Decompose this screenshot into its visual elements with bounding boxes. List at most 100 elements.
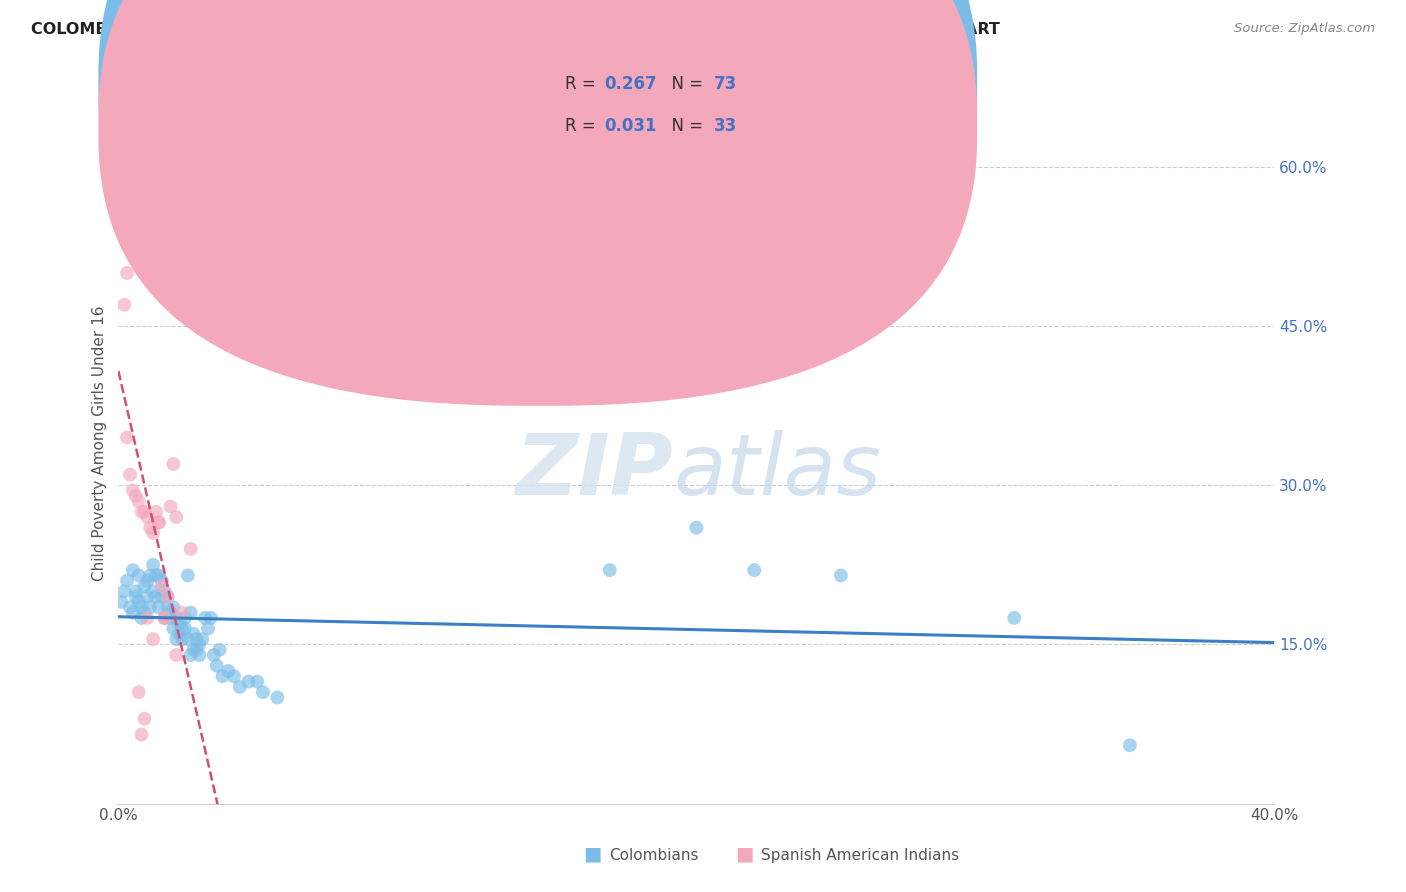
Y-axis label: Child Poverty Among Girls Under 16: Child Poverty Among Girls Under 16: [93, 305, 107, 581]
Point: [134, 505, 156, 519]
Point: [685, 521, 707, 535]
Text: N =: N =: [661, 75, 709, 93]
Point: [156, 600, 179, 615]
Point: [202, 648, 225, 662]
Point: [246, 674, 269, 689]
Point: [122, 563, 145, 577]
Point: [186, 632, 208, 646]
Point: [830, 568, 852, 582]
Point: [112, 192, 135, 206]
Point: [150, 590, 173, 604]
Point: [118, 600, 141, 615]
Point: [174, 622, 197, 636]
Point: [148, 516, 170, 530]
Point: [115, 430, 138, 444]
Text: Spanish American Indians: Spanish American Indians: [761, 848, 959, 863]
Text: R =: R =: [565, 117, 602, 135]
Point: [200, 611, 222, 625]
Point: [110, 595, 132, 609]
Text: N =: N =: [661, 117, 709, 135]
Point: [122, 606, 145, 620]
Point: [165, 611, 187, 625]
Point: [159, 500, 181, 514]
Point: [205, 658, 228, 673]
Point: [125, 590, 148, 604]
Point: [170, 622, 193, 636]
Point: [134, 579, 156, 593]
Text: R =: R =: [565, 75, 602, 93]
Point: [238, 674, 260, 689]
Point: [148, 568, 170, 582]
Point: [153, 611, 176, 625]
Point: [167, 627, 190, 641]
Point: [177, 632, 200, 646]
Point: [115, 574, 138, 588]
Point: [159, 606, 181, 620]
Point: [177, 568, 200, 582]
Point: [131, 611, 153, 625]
Point: [153, 611, 176, 625]
Point: [142, 526, 165, 541]
Point: [136, 574, 159, 588]
Point: [170, 632, 193, 646]
Point: [217, 664, 239, 678]
Point: [125, 489, 148, 503]
Text: Source: ZipAtlas.com: Source: ZipAtlas.com: [1234, 22, 1375, 36]
Point: [122, 483, 145, 498]
Point: [165, 648, 187, 662]
Point: [115, 266, 138, 280]
Point: [211, 669, 233, 683]
Point: [118, 467, 141, 482]
Text: 73: 73: [714, 75, 738, 93]
Point: [208, 642, 231, 657]
Point: [174, 611, 197, 625]
Point: [139, 568, 162, 582]
Text: ■: ■: [735, 845, 754, 863]
Point: [142, 632, 165, 646]
Point: [131, 600, 153, 615]
Point: [153, 584, 176, 599]
Point: [131, 505, 153, 519]
Point: [145, 505, 167, 519]
Point: [167, 616, 190, 631]
Point: [180, 541, 202, 556]
Point: [136, 590, 159, 604]
Point: [183, 642, 205, 657]
Point: [136, 611, 159, 625]
Point: [110, 170, 132, 185]
Point: [145, 590, 167, 604]
Text: ■: ■: [583, 845, 602, 863]
Point: [194, 611, 217, 625]
Point: [142, 584, 165, 599]
Point: [266, 690, 288, 705]
Point: [742, 563, 765, 577]
Point: [128, 494, 150, 508]
Point: [110, 138, 132, 153]
Point: [128, 595, 150, 609]
Point: [188, 648, 211, 662]
Point: [139, 521, 162, 535]
Point: [150, 574, 173, 588]
Point: [128, 568, 150, 582]
Point: [156, 590, 179, 604]
Text: atlas: atlas: [673, 430, 882, 513]
Point: [134, 712, 156, 726]
Point: [165, 632, 187, 646]
Text: COLOMBIAN VS SPANISH AMERICAN INDIAN CHILD POVERTY AMONG GIRLS UNDER 16 CORRELAT: COLOMBIAN VS SPANISH AMERICAN INDIAN CHI…: [31, 22, 1000, 37]
Point: [128, 685, 150, 699]
Text: ZIP: ZIP: [516, 430, 673, 513]
Point: [165, 510, 187, 524]
Point: [1119, 738, 1142, 752]
Text: 0.267: 0.267: [605, 75, 657, 93]
Point: [162, 457, 184, 471]
Point: [153, 611, 176, 625]
Point: [252, 685, 274, 699]
Point: [125, 584, 148, 599]
Point: [148, 600, 170, 615]
Point: [186, 642, 208, 657]
Point: [222, 669, 245, 683]
Point: [112, 298, 135, 312]
Point: [145, 568, 167, 582]
Point: [139, 600, 162, 615]
Point: [162, 622, 184, 636]
